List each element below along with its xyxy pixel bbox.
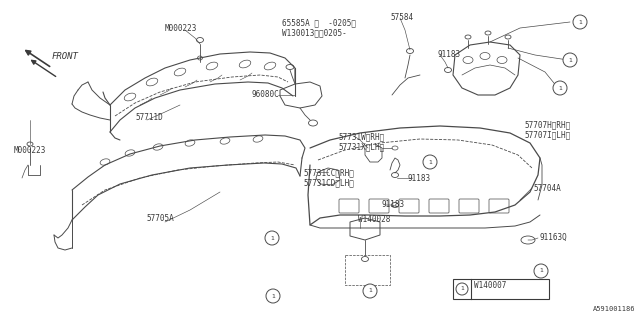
Text: W140028: W140028 — [358, 215, 390, 224]
Text: FRONT: FRONT — [52, 52, 79, 61]
Circle shape — [266, 289, 280, 303]
Circle shape — [563, 53, 577, 67]
Text: 1: 1 — [270, 236, 274, 241]
Text: 96080C: 96080C — [252, 90, 279, 99]
Text: 1: 1 — [271, 293, 275, 299]
Text: 57711D: 57711D — [135, 113, 163, 122]
Text: 57707I〈LH〉: 57707I〈LH〉 — [524, 130, 570, 139]
Text: 57704A: 57704A — [533, 184, 561, 193]
Text: 57584: 57584 — [390, 13, 413, 22]
Text: M000223: M000223 — [165, 24, 197, 33]
Circle shape — [363, 284, 377, 298]
Text: 1: 1 — [368, 289, 372, 293]
Text: 57731CC〈RH〉: 57731CC〈RH〉 — [303, 168, 354, 177]
Circle shape — [534, 264, 548, 278]
Text: W140007: W140007 — [474, 281, 506, 290]
Text: M000223: M000223 — [14, 146, 46, 155]
Text: 1: 1 — [460, 286, 464, 292]
Circle shape — [265, 231, 279, 245]
Text: 57707H〈RH〉: 57707H〈RH〉 — [524, 120, 570, 129]
Text: A591001186: A591001186 — [593, 306, 635, 312]
Text: 57731X〈LH〉: 57731X〈LH〉 — [338, 142, 384, 151]
Text: 1: 1 — [558, 85, 562, 91]
Text: W130013〈〲0205-: W130013〈〲0205- — [282, 28, 347, 37]
Text: 1: 1 — [568, 58, 572, 62]
Text: 91163Q: 91163Q — [539, 233, 567, 242]
Text: 65585A 〈  -0205〉: 65585A 〈 -0205〉 — [282, 18, 356, 27]
Circle shape — [423, 155, 437, 169]
Bar — [453, 279, 549, 299]
Text: 57731CD〈LH〉: 57731CD〈LH〉 — [303, 178, 354, 187]
Text: 57705A: 57705A — [146, 214, 173, 223]
Text: 1: 1 — [578, 20, 582, 25]
Text: 91183: 91183 — [381, 200, 404, 209]
Text: 1: 1 — [539, 268, 543, 274]
Text: 1: 1 — [428, 159, 432, 164]
Text: 91183: 91183 — [408, 174, 431, 183]
Circle shape — [553, 81, 567, 95]
Circle shape — [573, 15, 587, 29]
Text: 91183: 91183 — [437, 50, 460, 59]
Circle shape — [456, 283, 468, 295]
Text: 57731W〈RH〉: 57731W〈RH〉 — [338, 132, 384, 141]
